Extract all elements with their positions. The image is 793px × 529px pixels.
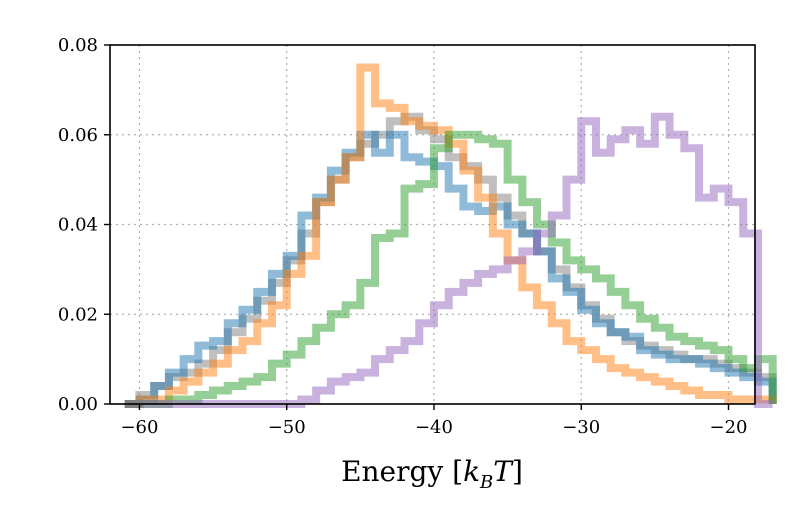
y-tick-label: 0.04 [58, 215, 98, 236]
x-tick-label: −60 [120, 417, 158, 438]
series-layer [124, 63, 777, 408]
series-green [124, 130, 777, 408]
x-tick-label: −20 [709, 417, 747, 438]
series-purple [124, 112, 773, 408]
series-orange [124, 63, 777, 408]
x-tick-label: −40 [415, 417, 453, 438]
x-axis-title: Energy [kBT] [341, 455, 523, 493]
series-blue [124, 130, 777, 408]
y-tick-label: 0.06 [58, 125, 98, 146]
x-tick-label: −50 [268, 417, 306, 438]
y-tick-label: 0.02 [58, 304, 98, 325]
y-tick-label: 0.00 [58, 394, 98, 415]
x-tick-label: −30 [562, 417, 600, 438]
axis-ticks: −60 −50 −40 −30 −20 0.00 0.02 0.04 0.06 0.08 [58, 35, 748, 438]
y-tick-label: 0.08 [58, 35, 98, 56]
